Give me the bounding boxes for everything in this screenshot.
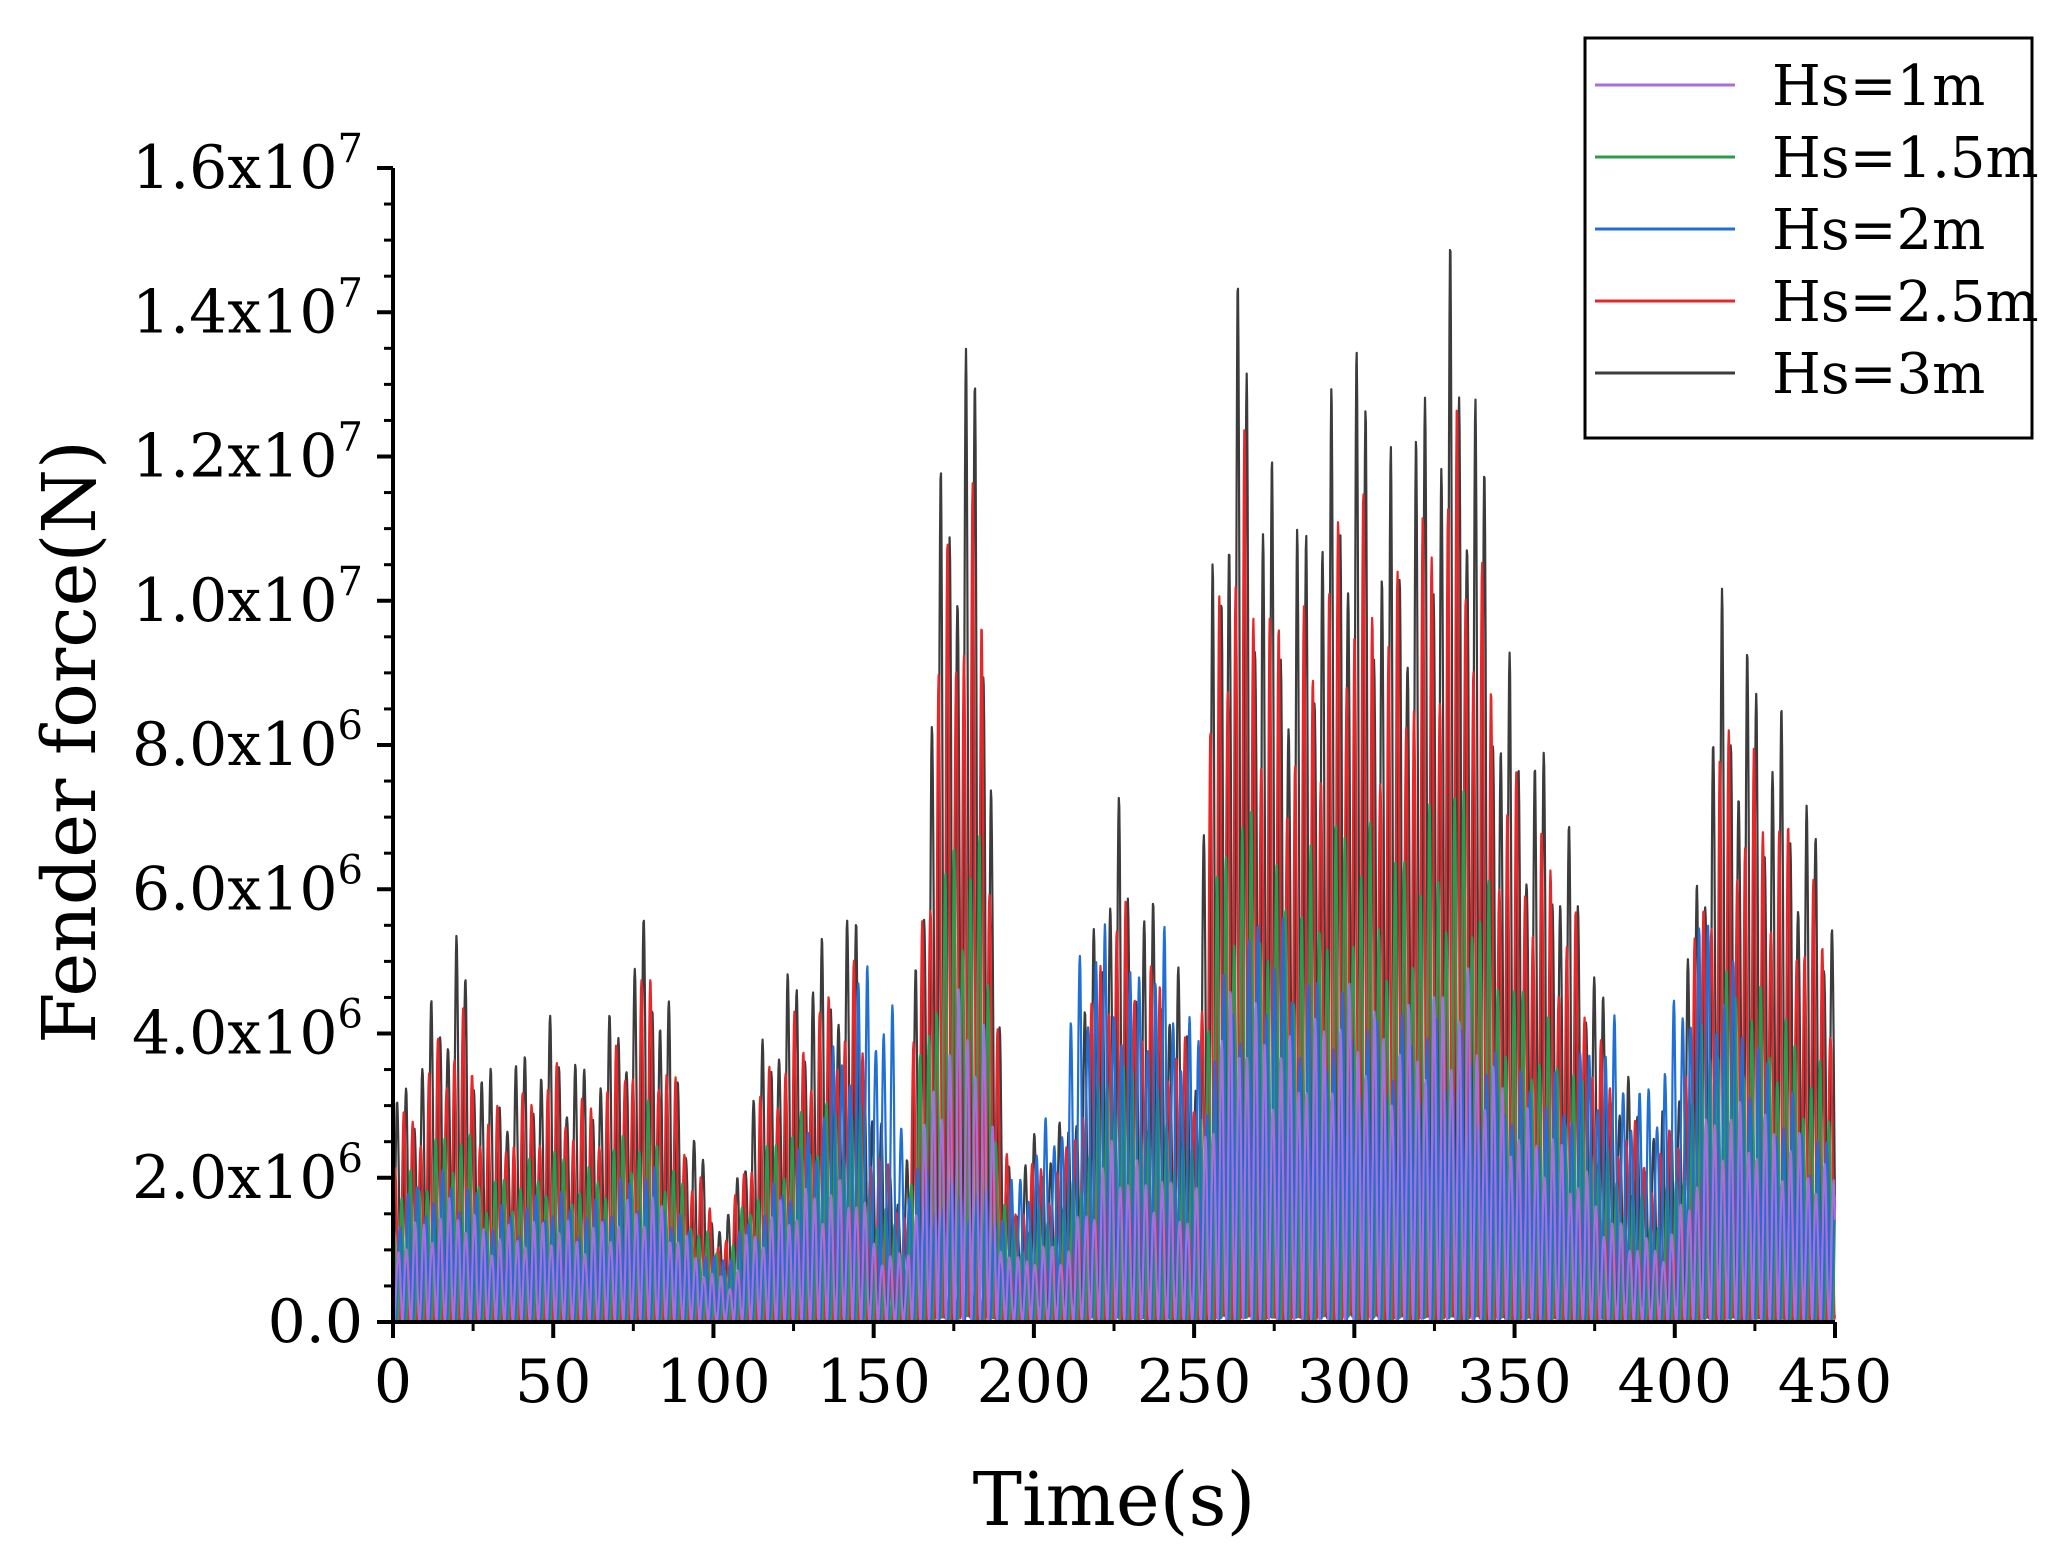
y-tick-label: 4.0x106	[132, 992, 363, 1069]
x-tick-label: 100	[656, 1347, 771, 1417]
x-tick-label: 300	[1297, 1347, 1412, 1417]
y-tick-label: 1.4x107	[132, 270, 363, 347]
legend-label: Hs=1.5m	[1772, 126, 2039, 191]
ticks: 0 50 100 150 200 250 300 350 400 450 0.0 2.0x106 4.0…	[132, 126, 1892, 1417]
legend-label: Hs=2.5m	[1772, 270, 2039, 335]
y-tick-label: 1.2x107	[132, 415, 363, 492]
x-tick-label: 450	[1778, 1347, 1893, 1417]
x-tick-label: 50	[515, 1347, 591, 1417]
y-tick-label: 1.0x107	[132, 559, 363, 636]
x-tick-label: 400	[1618, 1347, 1733, 1417]
x-tick-label: 250	[1137, 1347, 1252, 1417]
x-tick-label: 350	[1457, 1347, 1572, 1417]
series-line	[391, 790, 1837, 1323]
legend-label: Hs=1m	[1772, 54, 1985, 119]
legend-box	[1583, 36, 2034, 440]
legend-label: Hs=2m	[1772, 198, 1985, 263]
x-tick-label: 0	[374, 1347, 412, 1417]
y-axis-title: Fender force(N)	[27, 440, 113, 1044]
x-axis-title: Time(s)	[973, 1457, 1256, 1543]
series-line	[391, 967, 1837, 1324]
y-tick-label: 8.0x106	[132, 703, 363, 780]
x-tick-label: 150	[816, 1347, 931, 1417]
legend: Hs=1m Hs=1.5m Hs=2m Hs=2.5m Hs=3m	[1583, 36, 2039, 440]
x-tick-label: 200	[977, 1347, 1092, 1417]
y-tick-label: 0.0	[268, 1287, 363, 1357]
y-tick-label: 6.0x106	[132, 847, 363, 924]
legend-label: Hs=3m	[1772, 342, 1985, 407]
y-tick-label: 2.0x106	[132, 1136, 363, 1213]
y-tick-label: 1.6x107	[132, 126, 363, 203]
